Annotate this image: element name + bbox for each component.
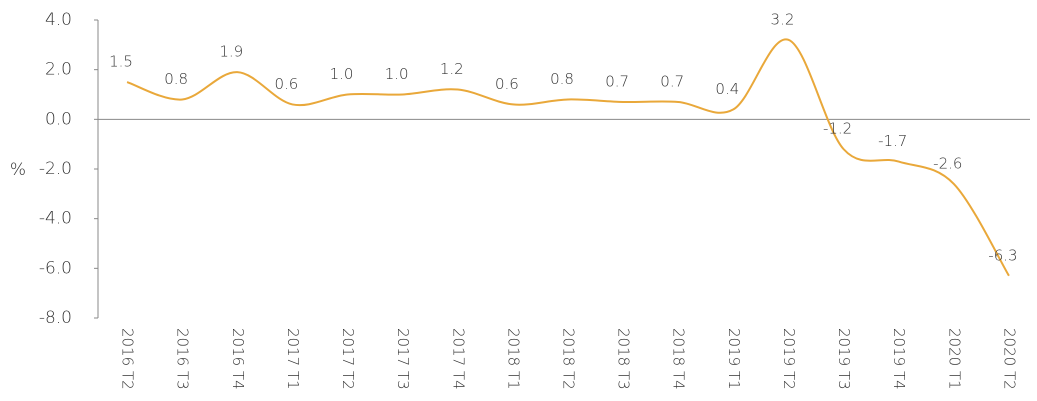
data-label: -1.7 — [878, 132, 907, 150]
y-tick-label: -8.0 — [39, 308, 72, 328]
x-tick-label: 2016 T4 — [229, 328, 247, 390]
x-tick-label: 2018 T3 — [615, 328, 633, 390]
y-tick-label: 2.0 — [45, 60, 72, 80]
data-label: 0.6 — [495, 75, 519, 93]
x-tick-label: 2016 T3 — [174, 328, 192, 390]
line — [126, 38, 1010, 277]
y-tick-label: -4.0 — [39, 209, 72, 229]
x-tick-label: 2020 T2 — [1000, 328, 1018, 390]
x-tick-label: 2017 T4 — [449, 328, 467, 390]
data-label: 0.7 — [605, 72, 629, 90]
x-tick-label: 2018 T4 — [670, 328, 688, 390]
data-label: 1.5 — [109, 53, 133, 71]
data-label: -1.2 — [823, 120, 852, 138]
data-label: 0.8 — [550, 70, 574, 88]
x-tick-label: 2019 T4 — [890, 328, 908, 390]
data-label: 1.2 — [440, 60, 464, 78]
data-label: 0.6 — [274, 75, 298, 93]
x-tick-label: 2019 T1 — [725, 328, 743, 390]
x-tick-label: 2018 T1 — [504, 328, 522, 390]
data-label: 3.2 — [771, 10, 795, 28]
data-label: 0.8 — [164, 70, 188, 88]
x-tick-label: 2017 T3 — [394, 328, 412, 390]
data-label: 0.7 — [660, 72, 684, 90]
y-tick-label: -6.0 — [39, 258, 72, 278]
data-label: -6.3 — [988, 246, 1017, 264]
data-label: 0.4 — [715, 80, 739, 98]
x-tick-label: 2017 T1 — [284, 328, 302, 390]
data-label: -2.6 — [933, 154, 962, 172]
y-tick-label: -2.0 — [39, 159, 72, 179]
x-tick-label: 2016 T2 — [119, 328, 137, 390]
x-tick-label: 2017 T2 — [339, 328, 357, 390]
y-axis-label: % — [10, 160, 26, 180]
data-label: 1.9 — [219, 43, 243, 61]
y-tick-label: 4.0 — [45, 10, 72, 30]
x-tick-label: 2020 T1 — [945, 328, 963, 390]
y-tick-label: 0.0 — [45, 109, 72, 129]
data-label: 1.0 — [385, 65, 409, 83]
x-tick-label: 2019 T2 — [780, 328, 798, 390]
x-tick-label: 2019 T3 — [835, 328, 853, 390]
data-label: 1.0 — [330, 65, 354, 83]
x-tick-label: 2018 T2 — [560, 328, 578, 390]
